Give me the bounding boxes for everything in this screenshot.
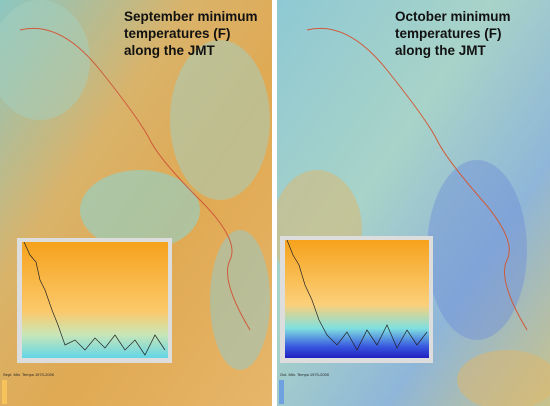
map-panel: October minimum temperatures (F) along t… xyxy=(277,0,550,406)
map-image xyxy=(277,0,550,406)
map-title: October minimum temperatures (F) along t… xyxy=(395,9,511,58)
legend-title: Oct. Min. Temps 1970-2000 xyxy=(280,372,330,377)
map-image xyxy=(0,0,272,406)
map-title: September minimum temperatures (F) along… xyxy=(124,9,258,58)
legend-title: Sept. Min. Temps 1970-2000 xyxy=(3,372,55,377)
map-panel: September minimum temperatures (F) along… xyxy=(0,0,272,406)
